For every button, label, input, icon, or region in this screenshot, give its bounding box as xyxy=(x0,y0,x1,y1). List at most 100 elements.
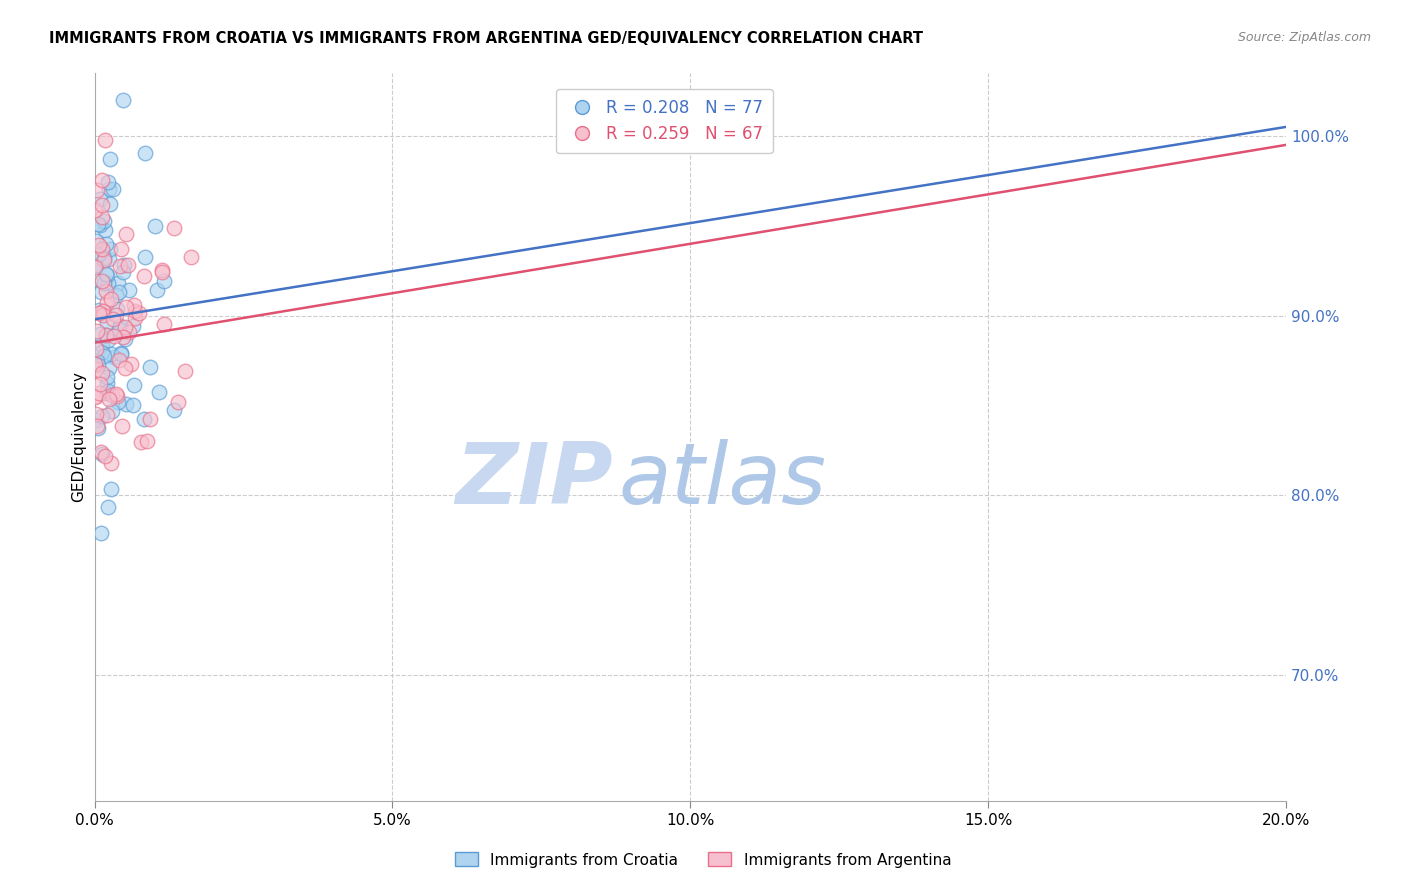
Point xyxy=(122,318,145,333)
Point xyxy=(105,389,128,403)
Point xyxy=(110,346,132,360)
Point xyxy=(93,277,115,291)
Point xyxy=(89,302,111,317)
Point xyxy=(87,238,110,252)
Point xyxy=(110,319,132,334)
Point xyxy=(96,294,118,309)
Point xyxy=(117,283,139,297)
Point xyxy=(97,175,120,189)
Point xyxy=(103,350,125,364)
Legend: Immigrants from Croatia, Immigrants from Argentina: Immigrants from Croatia, Immigrants from… xyxy=(449,847,957,873)
Point xyxy=(94,268,117,282)
Point xyxy=(108,285,131,300)
Point xyxy=(94,237,117,252)
Point xyxy=(111,265,134,279)
Point xyxy=(128,306,150,320)
Point xyxy=(86,420,108,434)
Point xyxy=(86,362,108,376)
Point xyxy=(139,359,162,374)
Point xyxy=(93,349,115,363)
Point xyxy=(124,303,146,318)
Point xyxy=(87,306,110,320)
Point xyxy=(84,272,107,286)
Point xyxy=(84,234,107,248)
Point xyxy=(111,418,134,433)
Point xyxy=(90,285,112,300)
Point xyxy=(100,457,122,471)
Point xyxy=(143,219,166,233)
Point xyxy=(96,268,118,282)
Point xyxy=(110,243,132,257)
Point xyxy=(86,358,108,372)
Point xyxy=(114,332,136,346)
Point xyxy=(150,265,173,279)
Point xyxy=(84,260,107,274)
Point xyxy=(84,358,107,372)
Point xyxy=(120,357,142,371)
Point xyxy=(84,342,107,356)
Point xyxy=(89,376,111,391)
Point xyxy=(96,316,118,330)
Point xyxy=(91,308,114,322)
Point xyxy=(132,268,155,283)
Point xyxy=(135,434,157,448)
Point xyxy=(97,500,120,515)
Legend: R = 0.208   N = 77, R = 0.259   N = 67: R = 0.208 N = 77, R = 0.259 N = 67 xyxy=(555,88,773,153)
Point xyxy=(163,221,186,235)
Text: Source: ZipAtlas.com: Source: ZipAtlas.com xyxy=(1237,31,1371,45)
Point xyxy=(114,360,136,375)
Point xyxy=(94,328,117,343)
Text: atlas: atlas xyxy=(619,439,827,522)
Point xyxy=(118,326,141,340)
Point xyxy=(101,312,124,326)
Point xyxy=(103,182,125,196)
Point xyxy=(129,434,152,449)
Point xyxy=(98,182,121,196)
Point xyxy=(112,330,135,344)
Point xyxy=(97,276,120,290)
Point xyxy=(153,274,176,288)
Point xyxy=(90,444,112,458)
Point xyxy=(87,386,110,401)
Point xyxy=(110,347,132,361)
Point xyxy=(84,258,107,272)
Point xyxy=(93,223,115,237)
Point xyxy=(94,449,117,463)
Point xyxy=(96,333,118,347)
Point xyxy=(180,251,202,265)
Point xyxy=(108,260,131,274)
Point xyxy=(98,252,121,266)
Point xyxy=(134,145,156,160)
Point xyxy=(84,390,107,404)
Point xyxy=(100,482,122,496)
Point xyxy=(90,338,112,352)
Point xyxy=(100,293,122,307)
Point xyxy=(134,250,156,264)
Point xyxy=(86,183,108,197)
Point xyxy=(115,397,138,411)
Point xyxy=(97,392,120,406)
Point xyxy=(94,328,117,343)
Point xyxy=(86,217,108,231)
Point xyxy=(105,386,128,401)
Point xyxy=(91,173,114,187)
Point xyxy=(139,412,162,426)
Point xyxy=(112,259,135,273)
Point xyxy=(97,360,120,375)
Point xyxy=(146,283,169,297)
Point xyxy=(153,317,176,331)
Point xyxy=(107,394,129,409)
Point xyxy=(104,287,127,301)
Point xyxy=(163,403,186,417)
Text: ZIP: ZIP xyxy=(456,439,613,522)
Point xyxy=(84,260,107,274)
Point xyxy=(97,384,120,399)
Point xyxy=(93,213,115,227)
Point xyxy=(98,242,121,256)
Point xyxy=(84,413,107,427)
Point xyxy=(104,308,127,322)
Point xyxy=(108,352,131,367)
Point xyxy=(96,386,118,401)
Point xyxy=(86,407,108,421)
Point xyxy=(98,152,121,166)
